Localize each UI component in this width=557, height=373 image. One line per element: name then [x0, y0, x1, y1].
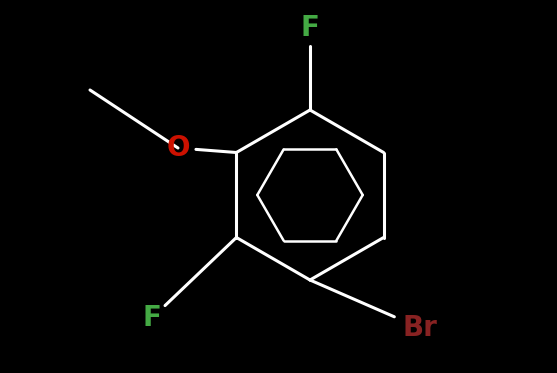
Text: Br: Br: [403, 314, 437, 342]
Text: O: O: [166, 134, 190, 162]
Text: F: F: [143, 304, 162, 332]
Text: F: F: [301, 14, 319, 42]
